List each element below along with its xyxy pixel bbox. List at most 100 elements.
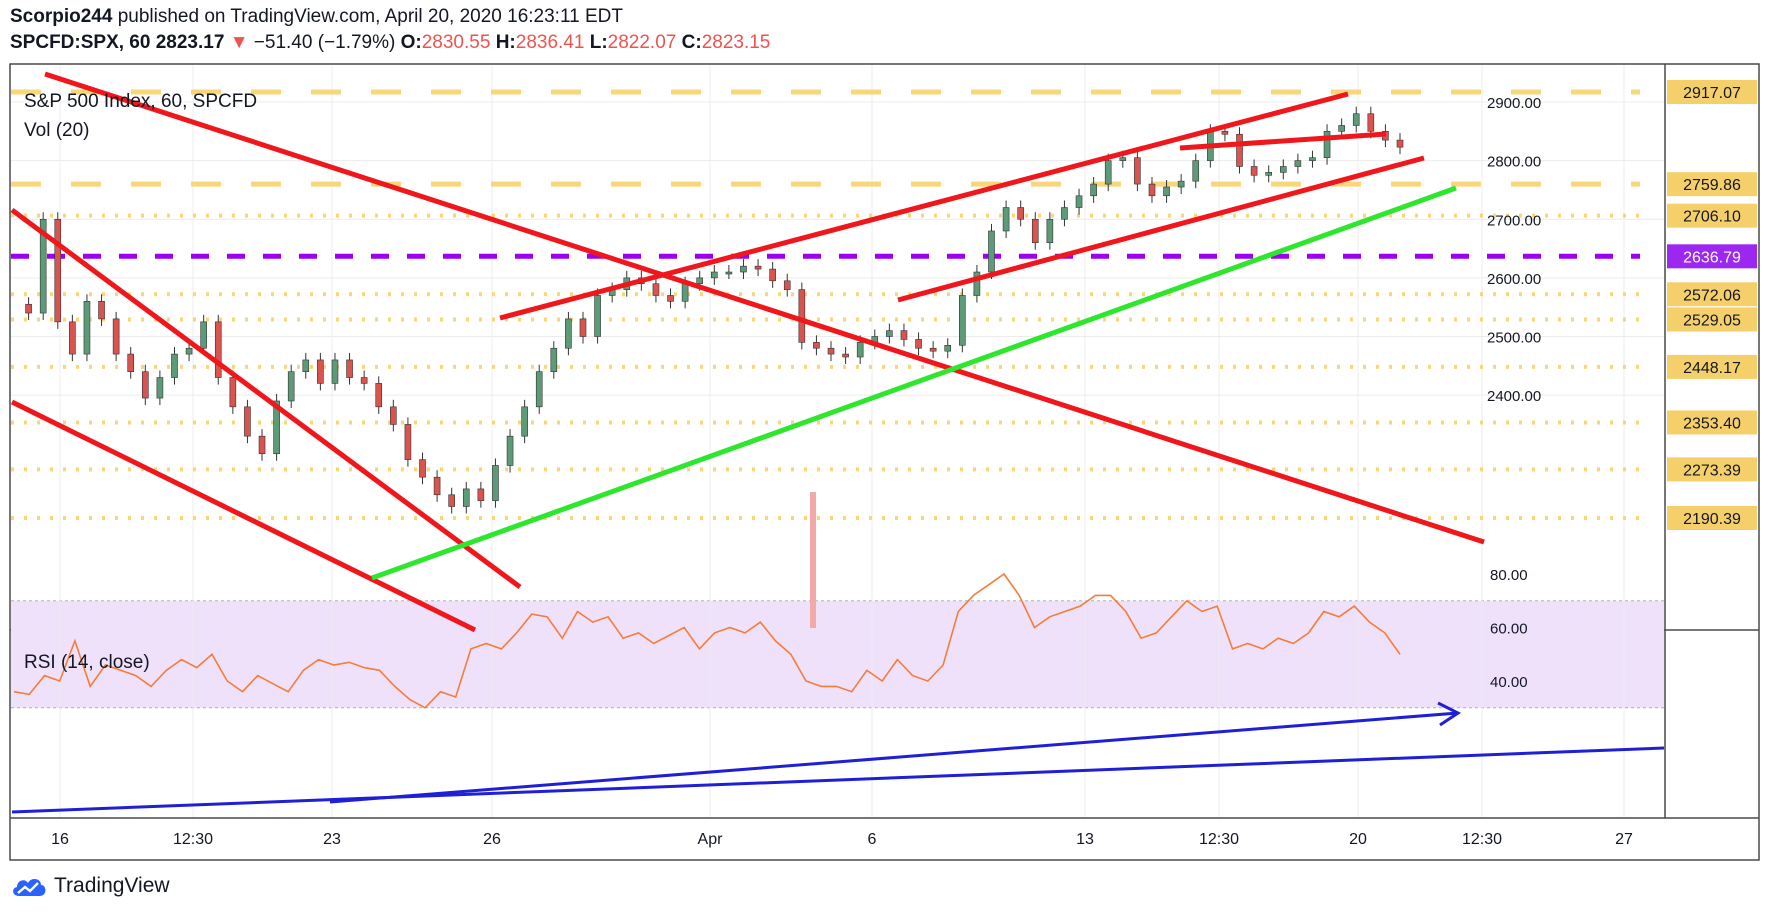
trendline-channel-upper bbox=[10, 207, 522, 590]
price-axis[interactable]: 2400.00 2500.00 2600.00 2700.00 2800.00 2900.… bbox=[1487, 80, 1757, 530]
candle-body bbox=[1148, 183, 1156, 197]
brand-name: TradingView bbox=[54, 874, 170, 897]
tradingview-brand[interactable]: TradingView bbox=[10, 874, 170, 898]
open-value: 2830.55 bbox=[421, 32, 491, 53]
time-tick-label: 23 bbox=[323, 831, 341, 848]
candle-body bbox=[1104, 160, 1112, 185]
candle-body bbox=[375, 383, 383, 408]
candle-body bbox=[521, 406, 528, 437]
candle-body bbox=[39, 218, 47, 314]
tradingview-logo-icon bbox=[13, 879, 46, 896]
price-level-tag bbox=[1667, 506, 1757, 530]
candle-body bbox=[1352, 113, 1360, 126]
candle-body bbox=[185, 347, 193, 355]
candle-body bbox=[740, 265, 747, 273]
candles bbox=[25, 106, 1404, 514]
rsi-trendlines bbox=[11, 701, 1665, 814]
time-axis[interactable]: 16 12:30 23 26 Apr 6 13 12:30 20 12:30 27 bbox=[51, 831, 1633, 848]
price-tick-label: 2800.00 bbox=[1487, 154, 1541, 171]
price-level-tag bbox=[1667, 457, 1757, 482]
candle-body bbox=[842, 353, 849, 358]
candle-body bbox=[229, 377, 237, 408]
candle-body bbox=[1294, 160, 1302, 167]
candle-body bbox=[856, 342, 864, 358]
rsi-tick-label: 40.00 bbox=[1490, 674, 1528, 691]
price-change: −51.40 (−1.79%) bbox=[253, 32, 396, 53]
price-levels bbox=[11, 89, 1640, 520]
candle-body bbox=[302, 359, 310, 372]
price-level-tag bbox=[1667, 203, 1757, 228]
time-tick-label: 6 bbox=[868, 831, 877, 848]
candle-body bbox=[1177, 180, 1185, 188]
last-price: 2823.17 bbox=[155, 32, 225, 53]
candle-body bbox=[214, 321, 222, 378]
price-level-tag bbox=[1667, 172, 1757, 197]
high-value: 2836.41 bbox=[515, 32, 585, 53]
candle-body bbox=[929, 347, 937, 352]
candle-body bbox=[959, 295, 966, 346]
price-tick-label: 2600.00 bbox=[1487, 271, 1541, 288]
candle-body bbox=[1134, 157, 1141, 185]
candle-body bbox=[492, 465, 499, 501]
candle-body bbox=[390, 406, 397, 425]
low-value: 2822.07 bbox=[607, 32, 677, 53]
time-tick-label: Apr bbox=[698, 831, 724, 848]
candle-body bbox=[1323, 131, 1331, 158]
volume-spike bbox=[810, 492, 816, 628]
candle-body bbox=[258, 435, 266, 455]
price-level-label: 2190.39 bbox=[1683, 511, 1741, 528]
candle-body bbox=[1119, 157, 1127, 161]
trendlines bbox=[10, 71, 1485, 633]
candle-body bbox=[652, 283, 660, 296]
price-level-label: 2529.05 bbox=[1683, 312, 1741, 329]
candle-body bbox=[944, 344, 952, 352]
candle-body bbox=[54, 218, 62, 323]
price-level-label: 2353.40 bbox=[1683, 415, 1741, 432]
time-tick-label: 16 bbox=[51, 831, 69, 848]
price-level-tag bbox=[1667, 244, 1757, 269]
candle-body bbox=[696, 277, 704, 285]
price-level-label: 2759.86 bbox=[1683, 177, 1741, 194]
candle-body bbox=[1061, 207, 1068, 220]
candle-body bbox=[1279, 166, 1287, 173]
candle-body bbox=[1396, 139, 1404, 148]
candle-body bbox=[565, 318, 572, 349]
chart-frame bbox=[9, 63, 1760, 861]
candle-body bbox=[813, 342, 820, 349]
rsi-legend: RSI (14, close) bbox=[24, 652, 150, 673]
candle-body bbox=[142, 371, 149, 399]
rsi-trendline-lower bbox=[11, 746, 1665, 814]
candle-body bbox=[915, 339, 922, 349]
candle-body bbox=[419, 459, 426, 478]
candle-body bbox=[244, 406, 251, 437]
candle-body bbox=[1367, 113, 1375, 132]
time-tick-label: 12:30 bbox=[1462, 831, 1502, 848]
candle-body bbox=[127, 353, 135, 372]
close-label: C: bbox=[681, 32, 702, 53]
close-value: 2823.15 bbox=[701, 32, 771, 53]
price-level-label: 2273.39 bbox=[1683, 462, 1741, 479]
candle-body bbox=[710, 271, 718, 279]
rsi-arrow-head-icon bbox=[1437, 701, 1461, 727]
author-name[interactable]: Scorpio244 bbox=[10, 6, 113, 27]
candle-body bbox=[535, 371, 543, 408]
candle-body bbox=[769, 268, 776, 282]
rsi-band bbox=[11, 600, 1664, 708]
candle-body bbox=[25, 303, 32, 314]
time-tick-label: 26 bbox=[483, 831, 501, 848]
price-level-label: 2572.06 bbox=[1683, 287, 1741, 304]
candle-body bbox=[317, 359, 324, 384]
price-level-label: 2706.10 bbox=[1683, 209, 1741, 226]
trendline-support-green bbox=[371, 185, 1457, 581]
price-tick-label: 2500.00 bbox=[1487, 329, 1541, 346]
candle-body bbox=[477, 488, 485, 501]
candle-body bbox=[360, 377, 368, 384]
candle-body bbox=[69, 321, 76, 355]
chart-title: S&P 500 Index, 60, SPCFD bbox=[24, 91, 257, 112]
candle-body bbox=[783, 280, 791, 290]
candle-body bbox=[827, 347, 835, 355]
candle-body bbox=[594, 295, 601, 337]
rsi-axis[interactable]: 40.00 60.00 80.00 bbox=[1490, 567, 1528, 691]
time-tick-label: 12:30 bbox=[173, 831, 213, 848]
